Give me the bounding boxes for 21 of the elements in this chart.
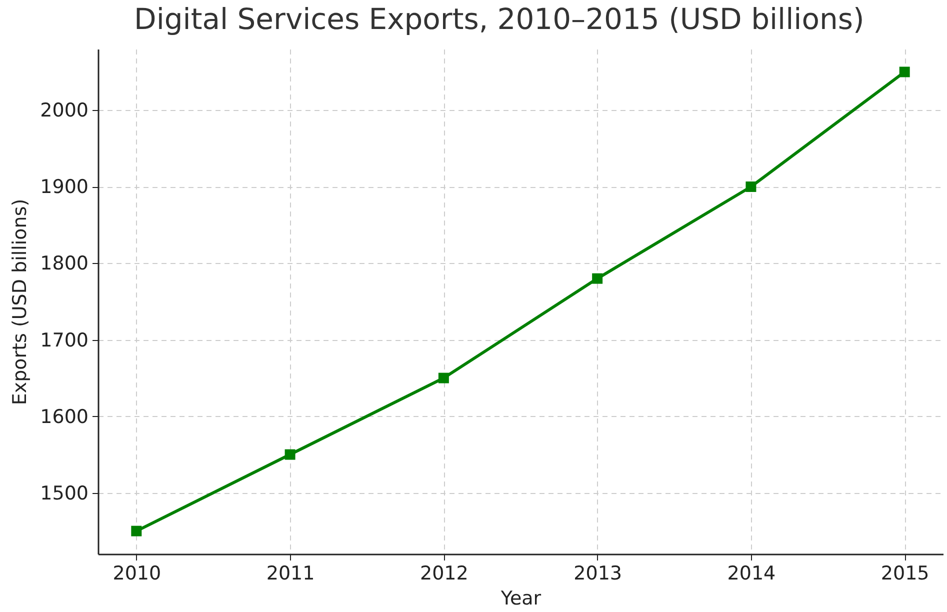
x-tick-label: 2012 (420, 562, 468, 584)
chart-title: Digital Services Exports, 2010–2015 (USD billions) (134, 2, 864, 36)
x-tick-label: 2014 (727, 562, 776, 584)
y-axis-title: Exports (USD billions) (9, 198, 32, 406)
point (284, 449, 296, 460)
x-tick-label: 2010 (112, 562, 162, 584)
point (131, 526, 142, 536)
y-tick-label: 1800 (40, 252, 88, 275)
x-tick-label: 2011 (266, 562, 315, 584)
y-tick-label: 1700 (40, 329, 88, 352)
point (592, 273, 603, 284)
y-tick-label: 2000 (40, 100, 88, 122)
x-tick-label: 2013 (574, 562, 622, 584)
y-tick-label: 1900 (40, 176, 88, 198)
x-axis-title: Year (500, 588, 542, 610)
y-tick-label: 1600 (40, 406, 88, 428)
point (746, 181, 756, 192)
y-tick-label: 1500 (40, 482, 88, 504)
x-tick-label: 2015 (880, 562, 930, 584)
point (438, 372, 449, 384)
point (899, 66, 910, 78)
